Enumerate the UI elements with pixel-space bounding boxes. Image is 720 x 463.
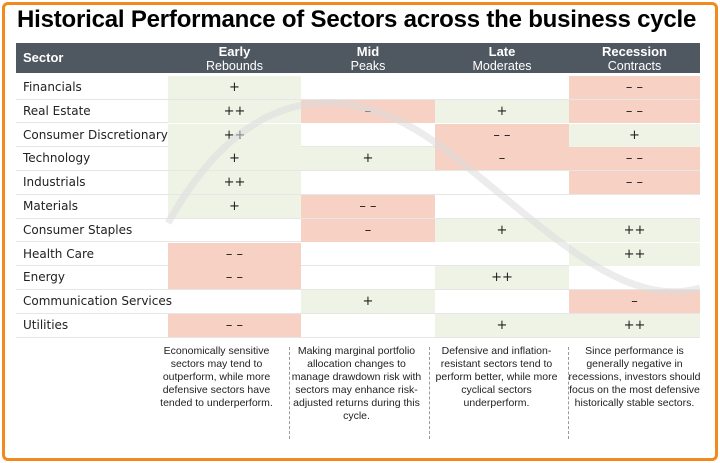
performance-cell: + — [301, 147, 435, 171]
header-phase-sub: Rebounds — [206, 59, 263, 73]
performance-cell: + — [301, 290, 435, 314]
performance-cell: ++ — [569, 242, 700, 266]
note-divider — [289, 347, 290, 439]
performance-cell — [301, 124, 435, 147]
sector-name: Industrials — [23, 175, 86, 190]
note-divider — [568, 347, 569, 439]
performance-cell — [435, 195, 569, 218]
sector-name: Communication Services — [23, 294, 172, 309]
sector-table: Sector Early Rebounds Mid Peaks Late Mod… — [16, 43, 700, 338]
sector-name: Consumer Staples — [23, 222, 133, 237]
performance-cell: + — [569, 123, 700, 147]
note-divider — [429, 347, 430, 439]
performance-cell: – – — [301, 195, 435, 218]
performance-cell: – – — [168, 242, 301, 266]
table-row: Energy – – ++ — [16, 266, 700, 290]
table-row: Consumer Staples – + ++ — [16, 218, 700, 243]
performance-cell: ++ — [435, 266, 569, 290]
performance-cell: + — [168, 76, 301, 99]
sector-name: Technology — [23, 151, 91, 166]
table-row: Financials + – – — [16, 76, 700, 100]
performance-cell — [168, 290, 301, 313]
performance-cell: + — [435, 99, 569, 123]
table-row: Industrials ++ – – — [16, 171, 700, 195]
header-phase-mid: Mid Peaks — [301, 43, 435, 74]
performance-cell: – — [301, 218, 435, 242]
header-phase-name: Mid — [356, 44, 380, 59]
header-phase-sub: Peaks — [350, 59, 386, 73]
performance-cell — [435, 171, 569, 194]
table-row: Health Care – – ++ — [16, 242, 700, 267]
performance-cell: – — [301, 99, 435, 123]
header-phase-late: Late Moderates — [435, 43, 569, 74]
note-early: Economically sensitive sectors may tend … — [160, 345, 273, 409]
performance-cell — [569, 266, 700, 289]
sector-name: Health Care — [23, 246, 95, 261]
performance-cell — [168, 219, 301, 242]
performance-cell — [301, 76, 435, 99]
performance-cell: – – — [569, 76, 700, 99]
sector-name: Financials — [23, 80, 82, 94]
phase-notes: Economically sensitive sectors may tend … — [150, 345, 700, 445]
performance-cell: + — [435, 218, 569, 242]
performance-cell: + — [435, 314, 569, 337]
performance-cell: ++ — [168, 99, 301, 123]
performance-cell: – – — [569, 147, 700, 171]
performance-cell: ++ — [569, 218, 700, 242]
performance-cell — [569, 195, 700, 218]
sector-name: Utilities — [23, 318, 69, 332]
table-row: Materials + – – — [16, 195, 700, 219]
performance-cell — [435, 243, 569, 266]
sector-name: Real Estate — [23, 103, 91, 118]
header-phase-name: Early — [218, 44, 251, 59]
performance-cell: – – — [435, 123, 569, 147]
performance-cell: – – — [569, 171, 700, 195]
performance-cell — [435, 290, 569, 313]
header-phase-early: Early Rebounds — [168, 43, 301, 74]
performance-cell: – – — [569, 99, 700, 123]
header-sector-label: Sector — [23, 50, 64, 65]
performance-cell: ++ — [569, 314, 700, 337]
performance-cell — [435, 76, 569, 99]
performance-cell — [301, 314, 435, 337]
header-phase-sub: Contracts — [607, 59, 662, 73]
table-row: Technology + + – – – — [16, 147, 700, 171]
table-row: Communication Services + – — [16, 290, 700, 314]
performance-cell — [301, 171, 435, 194]
sector-name: Energy — [23, 270, 66, 285]
note-mid: Making marginal portfolio allocation cha… — [291, 345, 422, 422]
table-row: Consumer Discretionary ++ – – + — [16, 123, 700, 148]
header-phase-name: Recession — [601, 44, 668, 59]
performance-cell: + — [168, 147, 301, 171]
performance-cell: – – — [168, 314, 301, 337]
performance-cell — [301, 243, 435, 266]
performance-cell: – — [569, 290, 700, 314]
table-row: Real Estate ++ – + – – — [16, 99, 700, 124]
note-late: Defensive and inflation-resistant sector… — [435, 345, 558, 409]
performance-cell: ++ — [168, 171, 301, 195]
table-row: Utilities – – + ++ — [16, 314, 700, 338]
header-phase-sub: Moderates — [472, 59, 532, 73]
sector-name: Materials — [23, 199, 79, 213]
note-recession: Since performance is generally negative … — [568, 345, 701, 409]
table-header — [16, 43, 700, 73]
page-title: Historical Performance of Sectors across… — [17, 6, 697, 33]
performance-cell: – — [435, 147, 569, 171]
performance-cell: + — [168, 195, 301, 218]
performance-cell — [301, 266, 435, 289]
performance-cell: ++ — [168, 123, 301, 147]
performance-cell: – – — [168, 266, 301, 290]
sector-name: Consumer Discretionary — [23, 127, 168, 142]
header-phase-name: Late — [488, 44, 516, 59]
header-phase-recession: Recession Contracts — [569, 43, 700, 74]
